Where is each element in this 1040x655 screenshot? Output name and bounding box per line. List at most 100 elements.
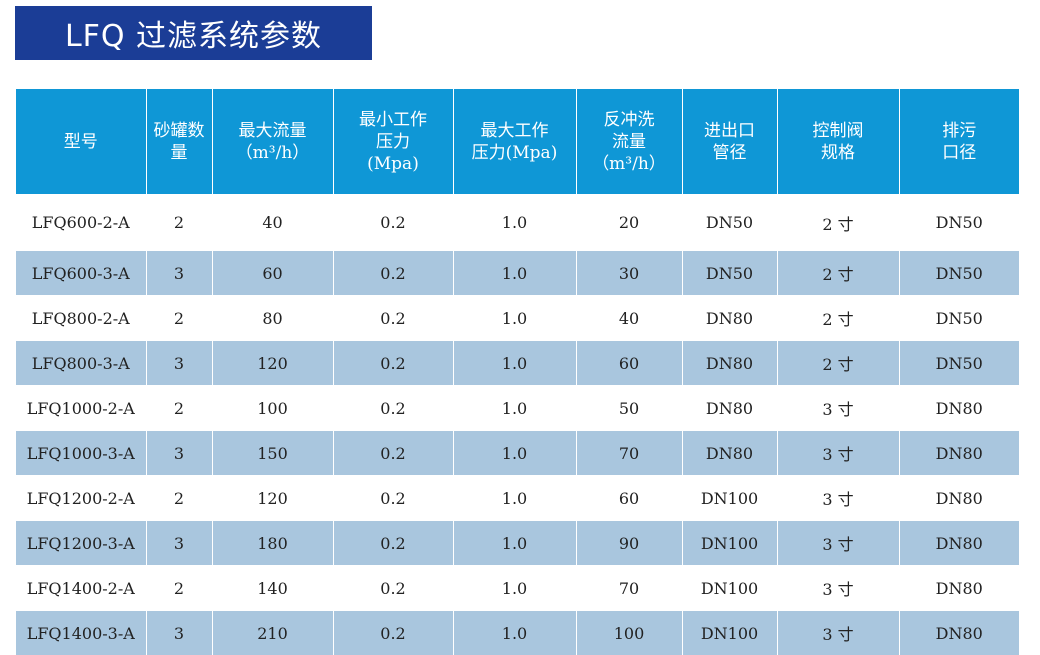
table-cell: DN50 bbox=[682, 195, 777, 251]
column-header: 反冲洗流量（m³/h） bbox=[576, 89, 682, 195]
table-cell: 40 bbox=[576, 296, 682, 341]
column-header-line: 压力(Mpa) bbox=[458, 142, 572, 164]
table-cell: LFQ600-3-A bbox=[16, 251, 146, 296]
table-cell: 180 bbox=[212, 521, 333, 566]
table-cell: LFQ1200-2-A bbox=[16, 476, 146, 521]
table-cell: 2 寸 bbox=[777, 341, 899, 386]
table-cell: 2 bbox=[146, 386, 212, 431]
table-cell: 2 寸 bbox=[777, 195, 899, 251]
table-cell: 1.0 bbox=[453, 386, 576, 431]
table-cell: 3 寸 bbox=[777, 476, 899, 521]
table-cell: 2 bbox=[146, 296, 212, 341]
table-cell: 3 寸 bbox=[777, 521, 899, 566]
column-header-line: 口径 bbox=[904, 142, 1016, 164]
column-header-line: 最小工作 bbox=[338, 109, 449, 131]
table-cell: LFQ600-2-A bbox=[16, 195, 146, 251]
table-cell: DN50 bbox=[899, 341, 1019, 386]
column-header-line: （m³/h） bbox=[217, 142, 329, 164]
table-cell: LFQ1000-2-A bbox=[16, 386, 146, 431]
table-cell: DN80 bbox=[682, 431, 777, 476]
table-cell: 60 bbox=[212, 251, 333, 296]
column-header: 最大工作压力(Mpa) bbox=[453, 89, 576, 195]
table-cell: LFQ800-2-A bbox=[16, 296, 146, 341]
table-cell: 0.2 bbox=[333, 476, 453, 521]
table-cell: 100 bbox=[212, 386, 333, 431]
table-cell: LFQ800-3-A bbox=[16, 341, 146, 386]
column-header: 排污口径 bbox=[899, 89, 1019, 195]
table-cell: 3 bbox=[146, 431, 212, 476]
table-cell: 1.0 bbox=[453, 476, 576, 521]
table-cell: 3 寸 bbox=[777, 386, 899, 431]
table-cell: LFQ1400-3-A bbox=[16, 611, 146, 655]
column-header-line: 压力 bbox=[338, 131, 449, 153]
table-cell: 20 bbox=[576, 195, 682, 251]
column-header-line: 管径 bbox=[687, 142, 773, 164]
table-cell: DN50 bbox=[899, 195, 1019, 251]
column-header: 型号 bbox=[16, 89, 146, 195]
table-cell: DN80 bbox=[682, 386, 777, 431]
table-cell: 0.2 bbox=[333, 341, 453, 386]
table-cell: 3 寸 bbox=[777, 431, 899, 476]
table-cell: DN80 bbox=[899, 476, 1019, 521]
table-cell: 60 bbox=[576, 341, 682, 386]
table-cell: 120 bbox=[212, 341, 333, 386]
table-cell: DN50 bbox=[899, 296, 1019, 341]
table-cell: 0.2 bbox=[333, 566, 453, 611]
filter-spec-table: 型号砂罐数量最大流量（m³/h）最小工作压力(Mpa)最大工作压力(Mpa)反冲… bbox=[16, 89, 1019, 655]
column-header-line: 进出口 bbox=[687, 120, 773, 142]
table-cell: 3 bbox=[146, 521, 212, 566]
table-cell: 1.0 bbox=[453, 431, 576, 476]
table-cell: 70 bbox=[576, 431, 682, 476]
table-cell: DN100 bbox=[682, 566, 777, 611]
table-cell: 0.2 bbox=[333, 251, 453, 296]
table-cell: 140 bbox=[212, 566, 333, 611]
table-cell: 2 bbox=[146, 195, 212, 251]
column-header-line: 最大工作 bbox=[458, 120, 572, 142]
table-cell: 3 bbox=[146, 251, 212, 296]
table-cell: 2 寸 bbox=[777, 296, 899, 341]
column-header-line: (Mpa) bbox=[338, 153, 449, 175]
table-cell: DN100 bbox=[682, 611, 777, 655]
table-cell: 1.0 bbox=[453, 195, 576, 251]
table-cell: 0.2 bbox=[333, 195, 453, 251]
column-header-line: 量 bbox=[151, 142, 208, 164]
table-cell: 2 bbox=[146, 476, 212, 521]
table-cell: DN50 bbox=[682, 251, 777, 296]
column-header-line: 排污 bbox=[904, 120, 1016, 142]
table-cell: 2 bbox=[146, 566, 212, 611]
table-cell: 100 bbox=[576, 611, 682, 655]
table-cell: 150 bbox=[212, 431, 333, 476]
table-cell: DN100 bbox=[682, 476, 777, 521]
table-cell: 90 bbox=[576, 521, 682, 566]
table-cell: 1.0 bbox=[453, 566, 576, 611]
column-header-line: 流量 bbox=[581, 131, 678, 153]
column-header-line: 最大流量 bbox=[217, 120, 329, 142]
table-cell: 3 寸 bbox=[777, 611, 899, 655]
table-cell: LFQ1400-2-A bbox=[16, 566, 146, 611]
table-cell: 80 bbox=[212, 296, 333, 341]
table-cell: 0.2 bbox=[333, 296, 453, 341]
table-cell: 3 bbox=[146, 611, 212, 655]
table-cell: DN80 bbox=[899, 521, 1019, 566]
table-cell: 70 bbox=[576, 566, 682, 611]
table-cell: 3 bbox=[146, 341, 212, 386]
table-cell: 1.0 bbox=[453, 341, 576, 386]
table-cell: 50 bbox=[576, 386, 682, 431]
table-cell: DN80 bbox=[899, 431, 1019, 476]
table-cell: 0.2 bbox=[333, 386, 453, 431]
table-cell: 1.0 bbox=[453, 296, 576, 341]
column-header-line: 型号 bbox=[20, 131, 142, 153]
column-header-line: 控制阀 bbox=[782, 120, 895, 142]
table-cell: 0.2 bbox=[333, 431, 453, 476]
column-header-line: （m³/h） bbox=[581, 153, 678, 175]
